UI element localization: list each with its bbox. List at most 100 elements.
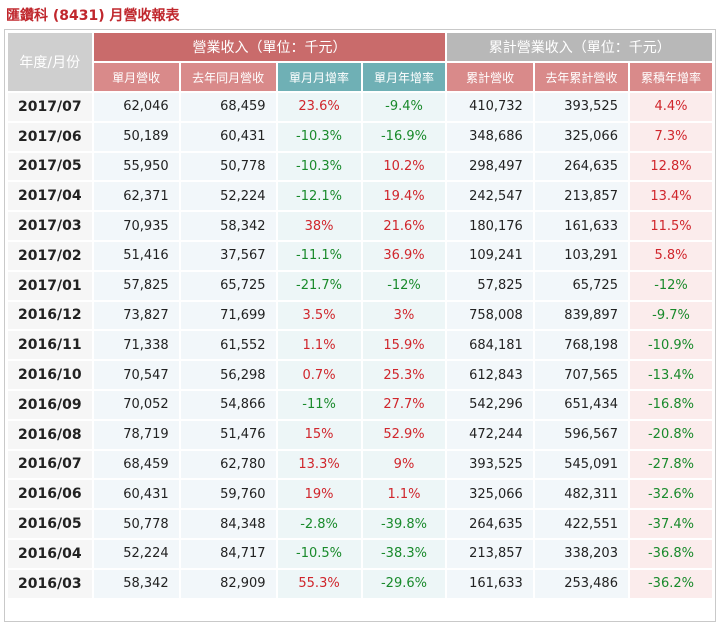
- revenue-table: 年度/月份 營業收入（單位：千元） 累計營業收入（單位：千元） 單月營收 去年同…: [6, 31, 714, 600]
- table-row: 2016/05 50,778 84,348 -2.8% -39.8% 264,635 422…: [8, 510, 712, 538]
- mom-rate-cell: -10.3%: [277, 122, 361, 151]
- last-year-cumulative-cell: 161,633: [534, 212, 628, 240]
- monthly-revenue-cell: 58,342: [93, 569, 179, 598]
- cumulative-revenue-cell: 109,241: [447, 241, 533, 270]
- cumulative-revenue-cell: 612,843: [447, 361, 533, 389]
- revenue-table-frame: 年度/月份 營業收入（單位：千元） 累計營業收入（單位：千元） 單月營收 去年同…: [4, 29, 716, 622]
- period-cell: 2016/11: [8, 331, 92, 360]
- cumulative-yoy-cell: 12.8%: [629, 152, 712, 181]
- yoy-rate-cell: 15.9%: [362, 331, 446, 360]
- cumulative-yoy-cell: 5.8%: [629, 241, 712, 270]
- yoy-rate-cell: 9%: [362, 450, 446, 479]
- period-cell: 2017/05: [8, 152, 92, 181]
- mom-rate-cell: -12.1%: [277, 182, 361, 211]
- last-year-cumulative-cell: 545,091: [534, 450, 628, 479]
- monthly-revenue-cell: 71,338: [93, 331, 179, 360]
- yoy-rate-cell: -29.6%: [362, 569, 446, 598]
- mom-rate-cell: 19%: [277, 480, 361, 509]
- table-row: 2016/07 68,459 62,780 13.3% 9% 393,525 545,091…: [8, 450, 712, 479]
- monthly-revenue-cell: 52,224: [93, 539, 179, 568]
- table-row: 2017/01 57,825 65,725 -21.7% -12% 57,825 65,72…: [8, 271, 712, 300]
- cumulative-revenue-cell: 472,244: [447, 420, 533, 449]
- cumulative-yoy-cell: -32.6%: [629, 480, 712, 509]
- table-row: 2016/10 70,547 56,298 0.7% 25.3% 612,843 707,5…: [8, 361, 712, 389]
- cumulative-revenue-cell: 542,296: [447, 390, 533, 419]
- table-row: 2016/03 58,342 82,909 55.3% -29.6% 161,633 253…: [8, 569, 712, 598]
- last-year-revenue-cell: 58,342: [180, 212, 276, 240]
- table-row: 2016/06 60,431 59,760 19% 1.1% 325,066 482,311…: [8, 480, 712, 509]
- period-cell: 2017/07: [8, 93, 92, 121]
- mom-rate-cell: -2.8%: [277, 510, 361, 538]
- yoy-rate-cell: 10.2%: [362, 152, 446, 181]
- last-year-cumulative-cell: 264,635: [534, 152, 628, 181]
- monthly-revenue-cell: 62,371: [93, 182, 179, 211]
- monthly-revenue-cell: 60,431: [93, 480, 179, 509]
- table-row: 2016/04 52,224 84,717 -10.5% -38.3% 213,857 33…: [8, 539, 712, 568]
- cumulative-yoy-cell: -37.4%: [629, 510, 712, 538]
- yoy-rate-cell: 36.9%: [362, 241, 446, 270]
- last-year-cumulative-cell: 338,203: [534, 539, 628, 568]
- yoy-rate-cell: 52.9%: [362, 420, 446, 449]
- cumulative-yoy-cell: -27.8%: [629, 450, 712, 479]
- yoy-rate-cell: 21.6%: [362, 212, 446, 240]
- header-monthly-revenue: 單月營收: [93, 63, 179, 91]
- cumulative-yoy-cell: 7.3%: [629, 122, 712, 151]
- cumulative-yoy-cell: -10.9%: [629, 331, 712, 360]
- mom-rate-cell: 3.5%: [277, 301, 361, 330]
- cumulative-yoy-cell: 13.4%: [629, 182, 712, 211]
- last-year-revenue-cell: 51,476: [180, 420, 276, 449]
- last-year-cumulative-cell: 651,434: [534, 390, 628, 419]
- monthly-revenue-cell: 73,827: [93, 301, 179, 330]
- cumulative-revenue-cell: 57,825: [447, 271, 533, 300]
- table-row: 2017/07 62,046 68,459 23.6% -9.4% 410,732 393,…: [8, 93, 712, 121]
- mom-rate-cell: 15%: [277, 420, 361, 449]
- cumulative-yoy-cell: 4.4%: [629, 93, 712, 121]
- cumulative-revenue-cell: 264,635: [447, 510, 533, 538]
- period-cell: 2016/07: [8, 450, 92, 479]
- monthly-revenue-cell: 62,046: [93, 93, 179, 121]
- table-row: 2017/03 70,935 58,342 38% 21.6% 180,176 161,63…: [8, 212, 712, 240]
- period-cell: 2016/05: [8, 510, 92, 538]
- cumulative-yoy-cell: -36.2%: [629, 569, 712, 598]
- last-year-revenue-cell: 71,699: [180, 301, 276, 330]
- last-year-cumulative-cell: 325,066: [534, 122, 628, 151]
- monthly-revenue-cell: 70,935: [93, 212, 179, 240]
- monthly-revenue-cell: 68,459: [93, 450, 179, 479]
- header-cumulative-group: 累計營業收入（單位：千元）: [447, 33, 712, 61]
- period-cell: 2017/06: [8, 122, 92, 151]
- period-cell: 2017/03: [8, 212, 92, 240]
- last-year-revenue-cell: 54,866: [180, 390, 276, 419]
- last-year-cumulative-cell: 768,198: [534, 331, 628, 360]
- period-cell: 2016/08: [8, 420, 92, 449]
- cumulative-yoy-cell: -36.8%: [629, 539, 712, 568]
- cumulative-revenue-cell: 180,176: [447, 212, 533, 240]
- header-yoy-rate: 單月年增率: [362, 63, 446, 91]
- table-row: 2016/08 78,719 51,476 15% 52.9% 472,244 596,56…: [8, 420, 712, 449]
- last-year-cumulative-cell: 839,897: [534, 301, 628, 330]
- period-cell: 2016/10: [8, 361, 92, 389]
- cumulative-yoy-cell: 11.5%: [629, 212, 712, 240]
- cumulative-revenue-cell: 393,525: [447, 450, 533, 479]
- last-year-cumulative-cell: 596,567: [534, 420, 628, 449]
- mom-rate-cell: 0.7%: [277, 361, 361, 389]
- period-cell: 2017/04: [8, 182, 92, 211]
- yoy-rate-cell: -16.9%: [362, 122, 446, 151]
- last-year-revenue-cell: 59,760: [180, 480, 276, 509]
- report-title: 匯鑽科 (8431) 月營收報表: [6, 8, 180, 24]
- mom-rate-cell: -10.3%: [277, 152, 361, 181]
- mom-rate-cell: 38%: [277, 212, 361, 240]
- mom-rate-cell: -11%: [277, 390, 361, 419]
- last-year-cumulative-cell: 253,486: [534, 569, 628, 598]
- last-year-cumulative-cell: 393,525: [534, 93, 628, 121]
- table-row: 2016/11 71,338 61,552 1.1% 15.9% 684,181 768,1…: [8, 331, 712, 360]
- table-row: 2017/05 55,950 50,778 -10.3% 10.2% 298,497 264…: [8, 152, 712, 181]
- yoy-rate-cell: -39.8%: [362, 510, 446, 538]
- last-year-cumulative-cell: 213,857: [534, 182, 628, 211]
- header-last-year-cumulative: 去年累計營收: [534, 63, 628, 91]
- yoy-rate-cell: -12%: [362, 271, 446, 300]
- monthly-revenue-cell: 50,189: [93, 122, 179, 151]
- last-year-cumulative-cell: 103,291: [534, 241, 628, 270]
- table-row: 2017/04 62,371 52,224 -12.1% 19.4% 242,547 213…: [8, 182, 712, 211]
- monthly-revenue-cell: 78,719: [93, 420, 179, 449]
- table-row: 2017/06 50,189 60,431 -10.3% -16.9% 348,686 32…: [8, 122, 712, 151]
